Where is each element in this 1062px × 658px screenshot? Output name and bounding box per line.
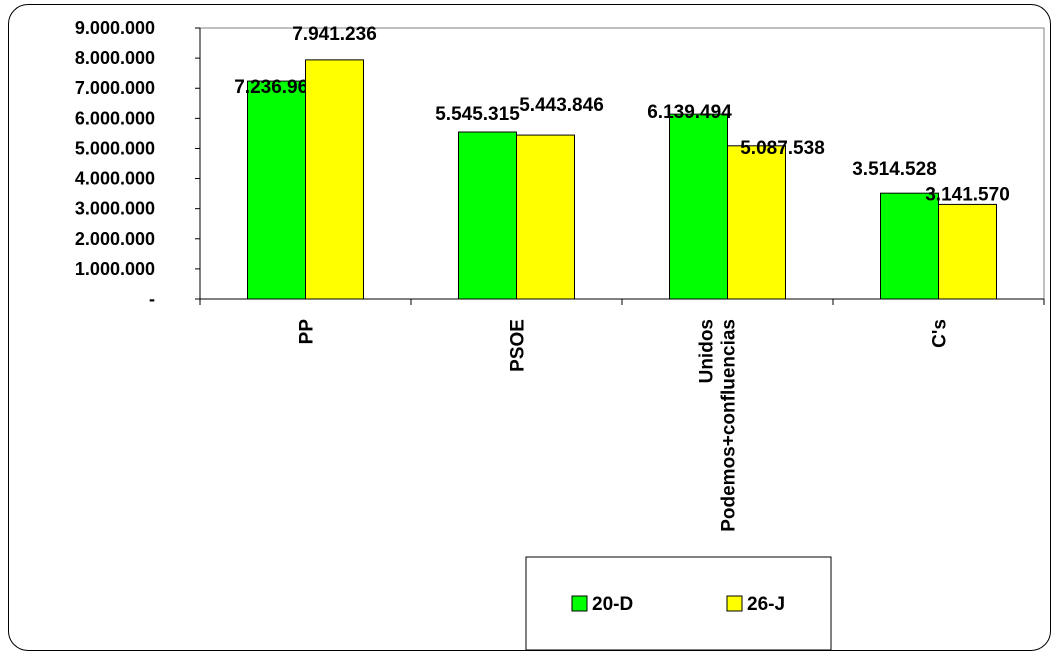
category-label: Podemos+confluencias <box>719 319 740 532</box>
legend-swatch-26-j <box>726 595 743 612</box>
data-label: 7.941.236 <box>292 24 377 45</box>
chart-frame <box>8 4 1051 651</box>
y-tick-label: 3.000.000 <box>75 199 155 219</box>
bar-26-j-0 <box>305 59 364 300</box>
category-label: PSOE <box>508 319 529 372</box>
data-label: 7.236.965 <box>234 77 319 98</box>
bar-20-d-2 <box>669 113 728 300</box>
bar-26-j-2 <box>727 145 786 300</box>
bar-20-d-3 <box>880 192 939 300</box>
bar-26-j-1 <box>516 134 575 300</box>
bar-20-d-0 <box>247 80 306 300</box>
y-tick-label: 4.000.000 <box>75 169 155 189</box>
y-tick-label: - <box>149 289 155 309</box>
y-tick-label: 1.000.000 <box>75 259 155 279</box>
data-label: 5.087.538 <box>740 138 825 159</box>
data-label: 5.443.846 <box>519 95 604 116</box>
data-label: 3.141.570 <box>925 184 1010 205</box>
legend-label: 20-D <box>592 594 633 615</box>
legend-label: 26-J <box>747 594 785 615</box>
bar-20-d-1 <box>458 131 517 300</box>
category-label: Unidos <box>697 319 718 383</box>
y-tick-label: 9.000.000 <box>75 18 155 38</box>
data-label: 3.514.528 <box>852 159 937 180</box>
bar-26-j-3 <box>938 203 997 300</box>
y-tick-label: 8.000.000 <box>75 48 155 68</box>
legend-swatch-20-d <box>571 595 588 612</box>
y-tick-label: 5.000.000 <box>75 138 155 158</box>
y-tick-label: 7.000.000 <box>75 78 155 98</box>
data-label: 6.139.494 <box>647 102 732 123</box>
category-label: PP <box>297 319 318 345</box>
y-tick-label: 6.000.000 <box>75 108 155 128</box>
category-label: C's <box>930 319 951 348</box>
y-tick-label: 2.000.000 <box>75 229 155 249</box>
data-label: 5.545.315 <box>435 104 520 125</box>
